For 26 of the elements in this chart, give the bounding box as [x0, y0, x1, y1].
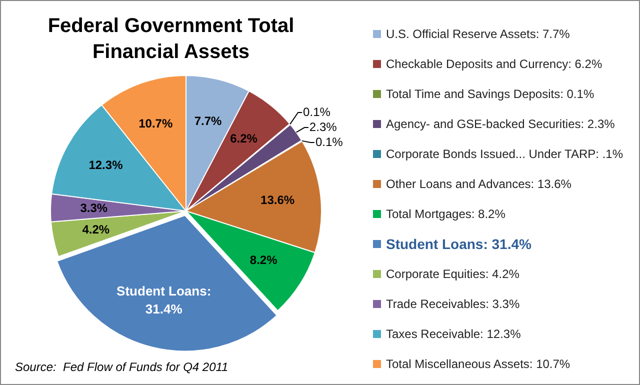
legend-label: Total Miscellaneous Assets: 10.7%	[386, 357, 570, 371]
legend-label: Total Time and Savings Deposits: 0.1%	[386, 87, 594, 101]
legend-label: Taxes Receivable: 12.3%	[386, 327, 521, 341]
data-label: 3.3%	[80, 201, 108, 216]
data-label: 2.3%	[309, 120, 338, 134]
data-label: 0.1%	[303, 104, 331, 119]
legend-label: Agency- and GSE-backed Securities: 2.3%	[386, 117, 615, 131]
legend-label: U.S. Official Reserve Assets: 7.7%	[386, 27, 570, 41]
data-label: 10.7%	[138, 116, 173, 130]
legend-label: Student Loans: 31.4%	[386, 236, 532, 252]
legend-label: Corporate Equities: 4.2%	[386, 267, 520, 281]
source-note: Source: Fed Flow of Funds for Q4 2011	[15, 360, 228, 374]
data-label: 7.7%	[194, 114, 222, 128]
chart-title: Federal Government Total Financial Assets	[46, 14, 296, 65]
data-label: 0.1%	[315, 134, 344, 149]
legend-label: Checkable Deposits and Currency: 6.2%	[386, 57, 602, 71]
data-label: Student Loans: 31.4%	[116, 283, 212, 316]
legend-label: Other Loans and Advances: 13.6%	[386, 177, 572, 191]
legend-label: Corporate Bonds Issued... Under TARP: .1%	[386, 147, 624, 161]
data-label: 6.2%	[230, 132, 258, 146]
legend-label: Total Mortgages: 8.2%	[386, 207, 506, 221]
data-label: 4.2%	[82, 222, 110, 237]
data-label: 12.3%	[88, 158, 124, 172]
data-label: 13.6%	[260, 192, 295, 207]
legend-label: Trade Receivables: 3.3%	[386, 297, 520, 311]
data-label: 8.2%	[250, 253, 278, 268]
